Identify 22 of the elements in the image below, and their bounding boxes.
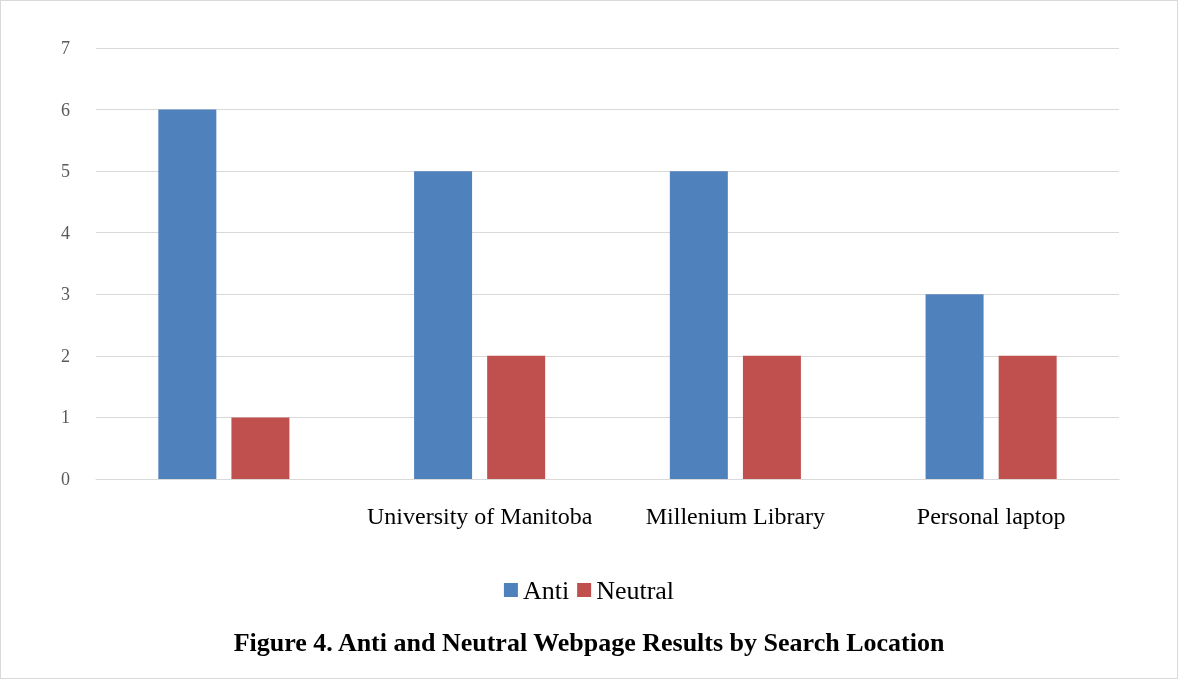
legend-label: Neutral: [596, 575, 675, 605]
bar: [414, 171, 473, 479]
y-tick-label: 6: [61, 99, 70, 120]
text: Figure 4. Anti and Neutral Webpage Results by Search Location: [233, 627, 945, 657]
y-tick-label: 3: [61, 284, 70, 305]
x-tick-label: Millenium Library: [645, 503, 826, 529]
y-tick-label: 0: [61, 469, 70, 489]
y-tick-label: 1: [61, 407, 70, 428]
x-tick-label: Personal laptop: [916, 503, 1066, 529]
bar: [231, 417, 290, 479]
bar: [998, 355, 1057, 479]
y-tick-label: 2: [61, 345, 70, 366]
y-tick-label: 5: [61, 161, 70, 182]
bar: [487, 355, 546, 479]
y-tick-label: 7: [61, 38, 70, 58]
y-tick-label: 4: [61, 222, 70, 243]
bar: [669, 171, 728, 479]
bar: [925, 294, 984, 479]
legend-label: Anti: [522, 575, 570, 605]
bar: [742, 355, 801, 479]
bar: [158, 109, 217, 479]
x-tick-label: University of Manitoba: [366, 503, 593, 529]
